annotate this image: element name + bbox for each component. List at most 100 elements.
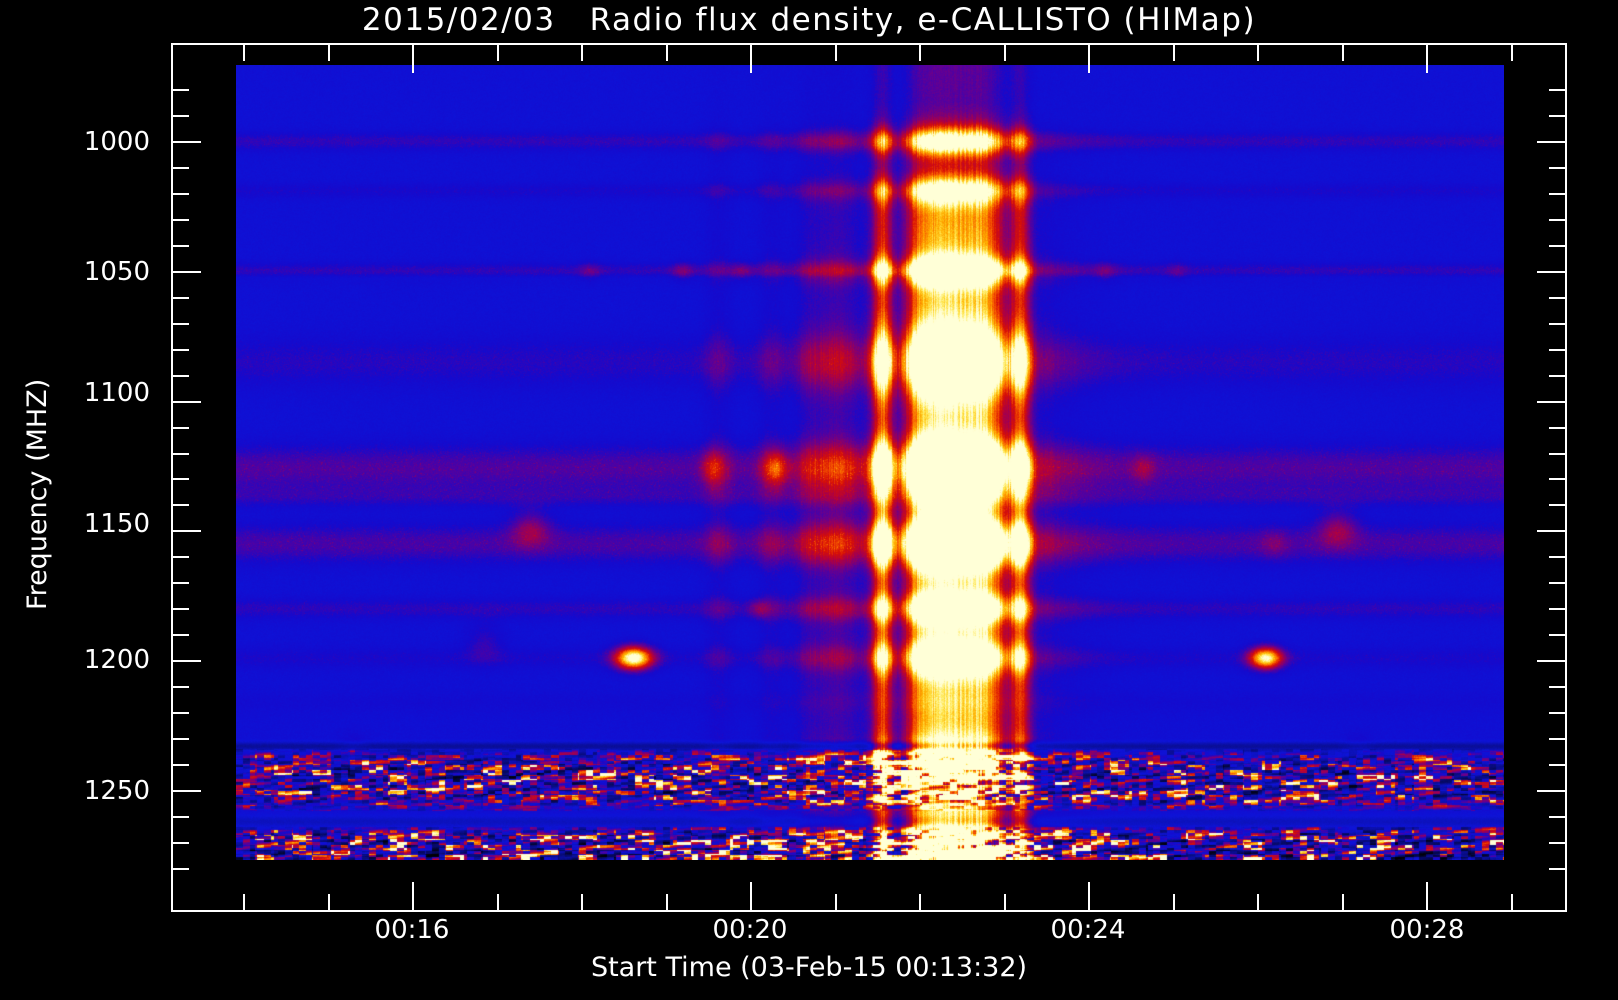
ytick-1080 — [173, 349, 189, 351]
xtick-28 — [1426, 882, 1428, 910]
xtick-label: 00:20 — [712, 915, 788, 945]
ytick-1150 — [173, 530, 201, 532]
ytick-right-1140 — [1549, 504, 1565, 506]
xtick-top-14 — [243, 45, 245, 61]
xtick-label: 00:16 — [374, 915, 450, 945]
xtick-top-24 — [1088, 45, 1090, 73]
ytick-1210 — [173, 686, 189, 688]
ytick-right-1220 — [1549, 712, 1565, 714]
ytick-label: 1150 — [83, 509, 150, 539]
ytick-right-1000 — [1537, 141, 1565, 143]
ytick-right-1180 — [1549, 608, 1565, 610]
ytick-990 — [173, 115, 189, 117]
xtick-29 — [1511, 894, 1513, 910]
xtick-top-17 — [497, 45, 499, 61]
ytick-1220 — [173, 712, 189, 714]
ytick-right-1240 — [1549, 764, 1565, 766]
ytick-1070 — [173, 323, 189, 325]
xtick-top-20 — [750, 45, 752, 73]
xtick-top-16 — [412, 45, 414, 73]
ytick-1280 — [173, 868, 189, 870]
xtick-25 — [1173, 894, 1175, 910]
ytick-1180 — [173, 608, 189, 610]
ytick-1040 — [173, 245, 189, 247]
ytick-1250 — [173, 790, 201, 792]
ytick-right-1200 — [1537, 660, 1565, 662]
ytick-1230 — [173, 738, 189, 740]
ytick-right-1280 — [1549, 868, 1565, 870]
xtick-label: 00:24 — [1050, 915, 1126, 945]
xtick-top-27 — [1342, 45, 1344, 61]
ytick-right-1210 — [1549, 686, 1565, 688]
xtick-top-19 — [666, 45, 668, 61]
xtick-27 — [1342, 894, 1344, 910]
ytick-right-1020 — [1549, 193, 1565, 195]
xtick-24 — [1088, 882, 1090, 910]
xtick-17 — [497, 894, 499, 910]
ytick-1130 — [173, 478, 189, 480]
ytick-1110 — [173, 427, 189, 429]
xtick-21 — [835, 894, 837, 910]
xtick-16 — [412, 882, 414, 910]
xtick-top-23 — [1004, 45, 1006, 61]
ytick-right-1050 — [1537, 271, 1565, 273]
ytick-1190 — [173, 634, 189, 636]
xtick-top-15 — [328, 45, 330, 61]
xtick-19 — [666, 894, 668, 910]
xtick-top-26 — [1257, 45, 1259, 61]
ytick-right-1270 — [1549, 842, 1565, 844]
ytick-1120 — [173, 453, 189, 455]
ytick-right-1070 — [1549, 323, 1565, 325]
ytick-right-1150 — [1537, 530, 1565, 532]
xtick-20 — [750, 882, 752, 910]
ytick-right-990 — [1549, 115, 1565, 117]
ytick-1270 — [173, 842, 189, 844]
ytick-right-1090 — [1549, 375, 1565, 377]
xtick-top-22 — [919, 45, 921, 61]
spectrogram-image — [236, 65, 1504, 860]
ytick-label: 1050 — [83, 257, 150, 287]
ytick-1160 — [173, 556, 189, 558]
xtick-22 — [919, 894, 921, 910]
xtick-top-18 — [581, 45, 583, 61]
ytick-right-980 — [1549, 89, 1565, 91]
ytick-right-1010 — [1549, 167, 1565, 169]
ytick-1060 — [173, 297, 189, 299]
ytick-1090 — [173, 375, 189, 377]
ytick-1170 — [173, 582, 189, 584]
ytick-right-1250 — [1537, 790, 1565, 792]
ytick-right-1060 — [1549, 297, 1565, 299]
ytick-right-1120 — [1549, 453, 1565, 455]
ytick-label: 1200 — [83, 645, 150, 675]
page-title: 2015/02/03 Radio flux density, e-CALLIST… — [361, 2, 1257, 38]
ytick-right-1160 — [1549, 556, 1565, 558]
ytick-label: 1250 — [83, 776, 150, 806]
ytick-1050 — [173, 271, 201, 273]
ytick-1240 — [173, 764, 189, 766]
ytick-1010 — [173, 167, 189, 169]
ytick-right-1230 — [1549, 738, 1565, 740]
ytick-right-1040 — [1549, 245, 1565, 247]
ytick-1200 — [173, 660, 201, 662]
ytick-1000 — [173, 141, 201, 143]
ytick-right-1080 — [1549, 349, 1565, 351]
ytick-right-1170 — [1549, 582, 1565, 584]
ytick-right-1110 — [1549, 427, 1565, 429]
xtick-14 — [243, 894, 245, 910]
xtick-18 — [581, 894, 583, 910]
ytick-1140 — [173, 504, 189, 506]
ytick-right-1130 — [1549, 478, 1565, 480]
ytick-right-1030 — [1549, 219, 1565, 221]
ytick-label: 1100 — [83, 378, 150, 408]
ytick-980 — [173, 89, 189, 91]
ytick-right-1260 — [1549, 816, 1565, 818]
xtick-label: 00:28 — [1389, 915, 1465, 945]
ytick-1100 — [173, 401, 201, 403]
xtick-top-25 — [1173, 45, 1175, 61]
ytick-1020 — [173, 193, 189, 195]
xtick-top-28 — [1426, 45, 1428, 73]
ytick-right-1190 — [1549, 634, 1565, 636]
ytick-1260 — [173, 816, 189, 818]
x-axis-title: Start Time (03-Feb-15 00:13:32) — [590, 952, 1028, 983]
